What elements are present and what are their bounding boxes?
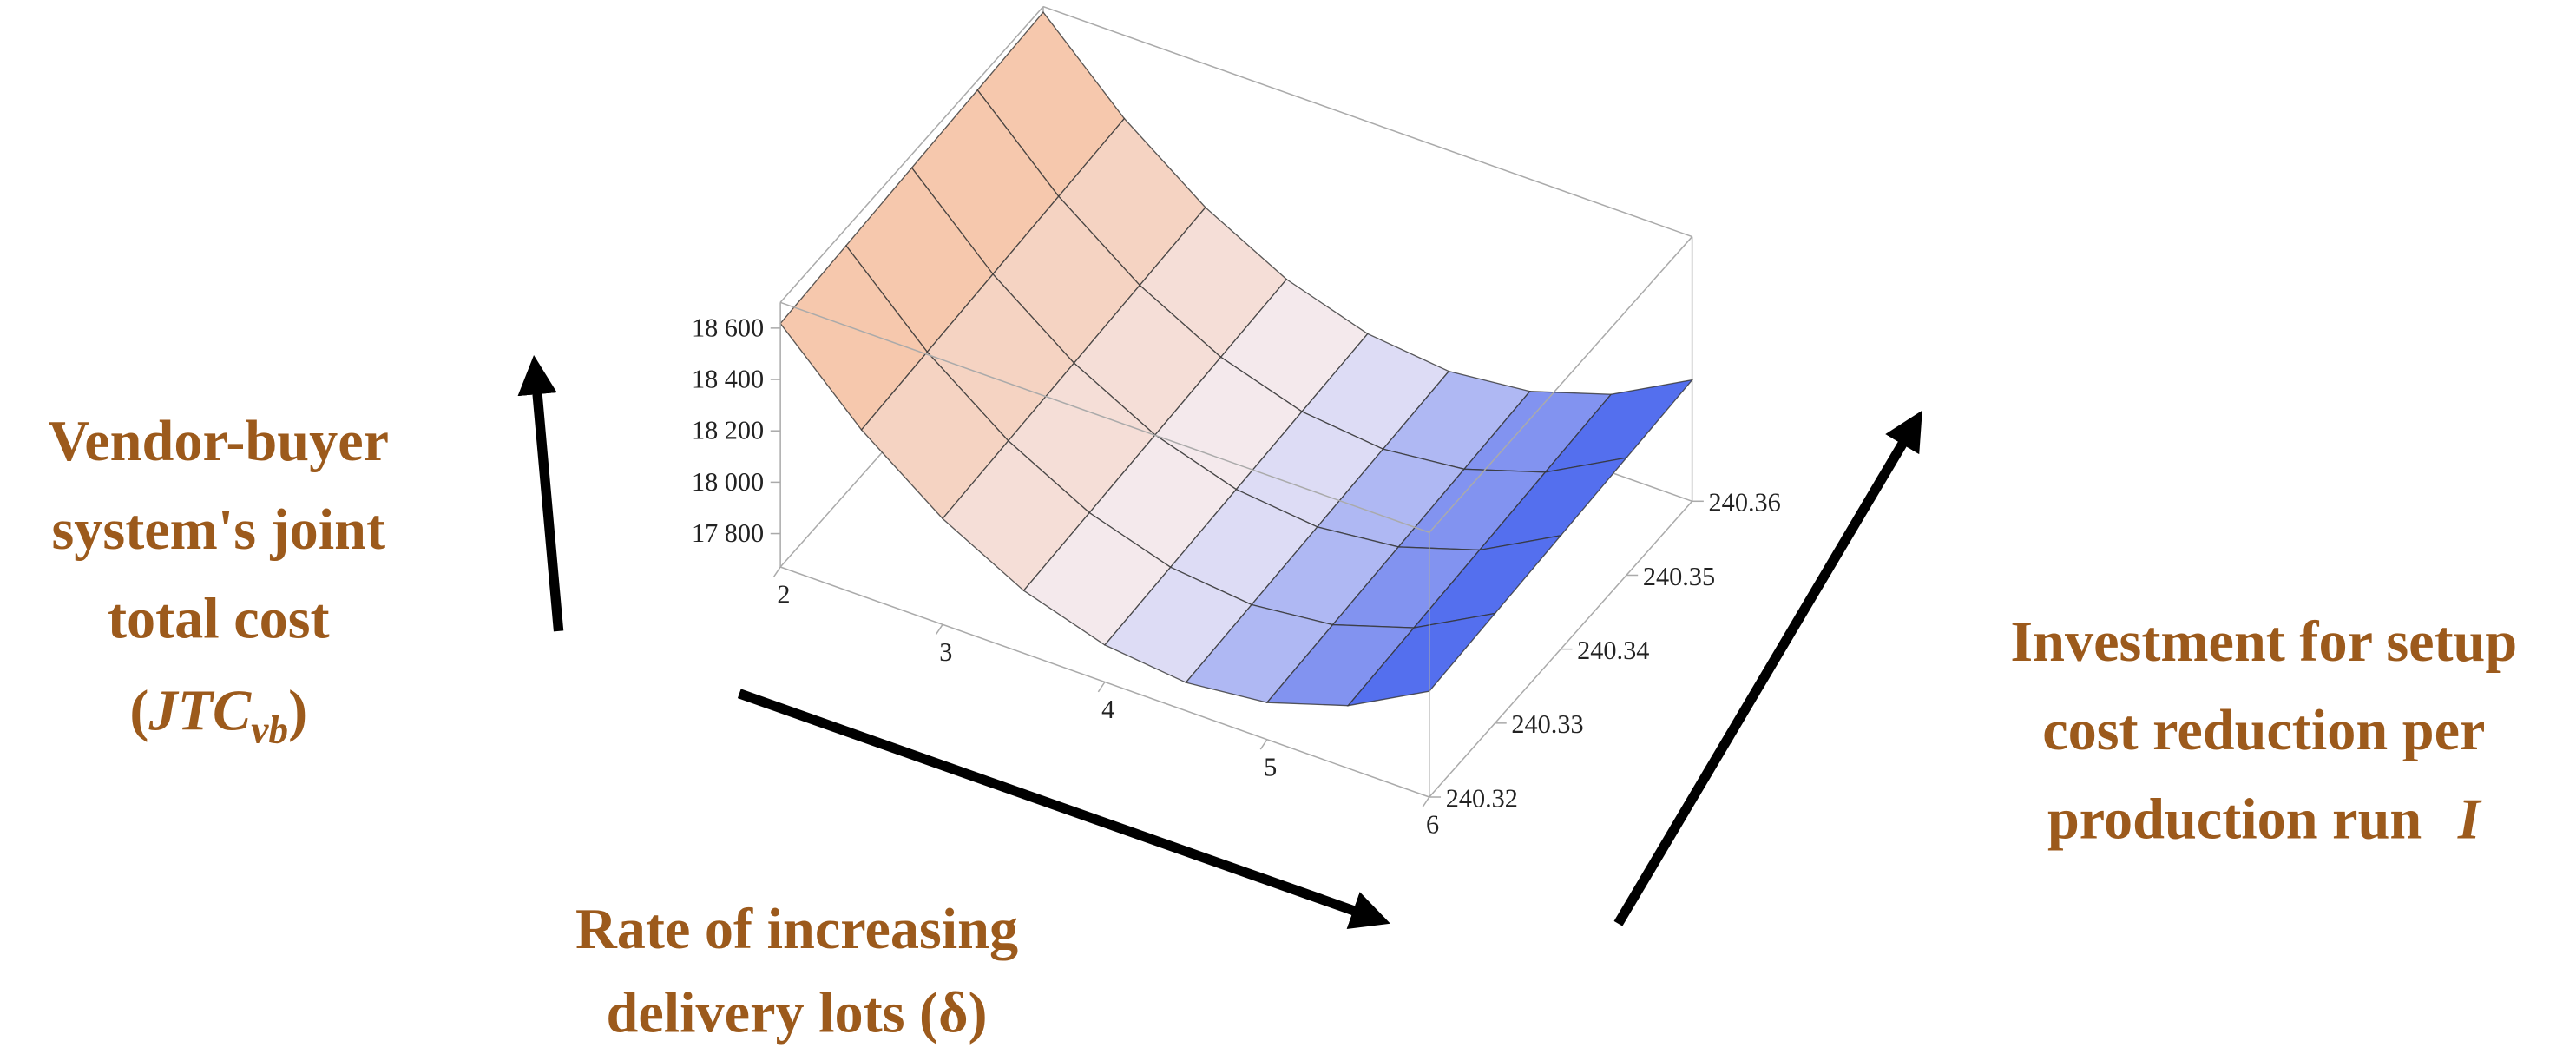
y-tick-label: 240.33 <box>1511 709 1583 739</box>
z-tick-label: 18 400 <box>692 365 764 394</box>
box-edge <box>779 6 1044 303</box>
z-tick-label: 17 800 <box>692 518 764 548</box>
x-axis-label: Rate of increasing delivery lots (δ) <box>575 898 1018 1045</box>
box-edge <box>779 301 1430 533</box>
y-tick-label: 240.34 <box>1577 636 1649 665</box>
arrow <box>1613 410 1922 926</box>
math-sub: vb <box>251 708 288 752</box>
x-tick <box>772 566 781 577</box>
z-tick-label: 18 600 <box>692 313 764 342</box>
y-label-text: production run <box>2047 788 2422 851</box>
x-tick-label: 6 <box>1426 810 1439 840</box>
z-tick-label: 18 200 <box>692 416 764 445</box>
x-tick-label: 4 <box>1101 695 1114 724</box>
z-label-line: system's joint <box>52 498 386 562</box>
paren: ( <box>129 679 148 742</box>
y-tick-label: 240.36 <box>1709 488 1781 517</box>
z-label-math: (JTCvb) <box>129 679 307 751</box>
z-label-line: Vendor-buyer <box>49 410 390 473</box>
y-label-line: Investment for setup <box>2010 610 2517 674</box>
x-label-line: delivery lots (δ) <box>607 982 988 1045</box>
x-label-line: Rate of increasing <box>575 898 1018 961</box>
y-label-line: cost reduction per <box>2042 699 2485 762</box>
x-tick-label: 5 <box>1264 752 1277 781</box>
box-edge <box>1042 5 1692 238</box>
z-axis-label: Vendor-buyer system's joint total cost (… <box>49 410 390 752</box>
x-tick <box>1259 739 1268 750</box>
x-tick-label: 2 <box>777 580 790 610</box>
box-edge <box>1429 236 1693 533</box>
box-edge <box>779 566 1430 798</box>
x-tick-label: 3 <box>939 637 952 667</box>
arrow <box>737 689 1390 930</box>
y-axis-label: Investment for setup cost reduction per … <box>2010 610 2517 851</box>
y-label-line: production run I <box>2047 788 2482 851</box>
x-tick <box>1097 682 1106 693</box>
y-tick-label: 240.32 <box>1446 783 1518 813</box>
x-tick <box>1422 796 1430 807</box>
z-tick-label: 18 000 <box>692 467 764 497</box>
y-label-math: I <box>2457 788 2482 851</box>
arrow <box>517 354 564 632</box>
surface-patch <box>1346 612 1497 707</box>
z-label-line: total cost <box>108 587 330 650</box>
y-tick-label: 240.35 <box>1643 562 1715 591</box>
math-base: JTC <box>148 679 252 742</box>
x-tick <box>935 623 943 636</box>
paren: ) <box>288 679 307 742</box>
